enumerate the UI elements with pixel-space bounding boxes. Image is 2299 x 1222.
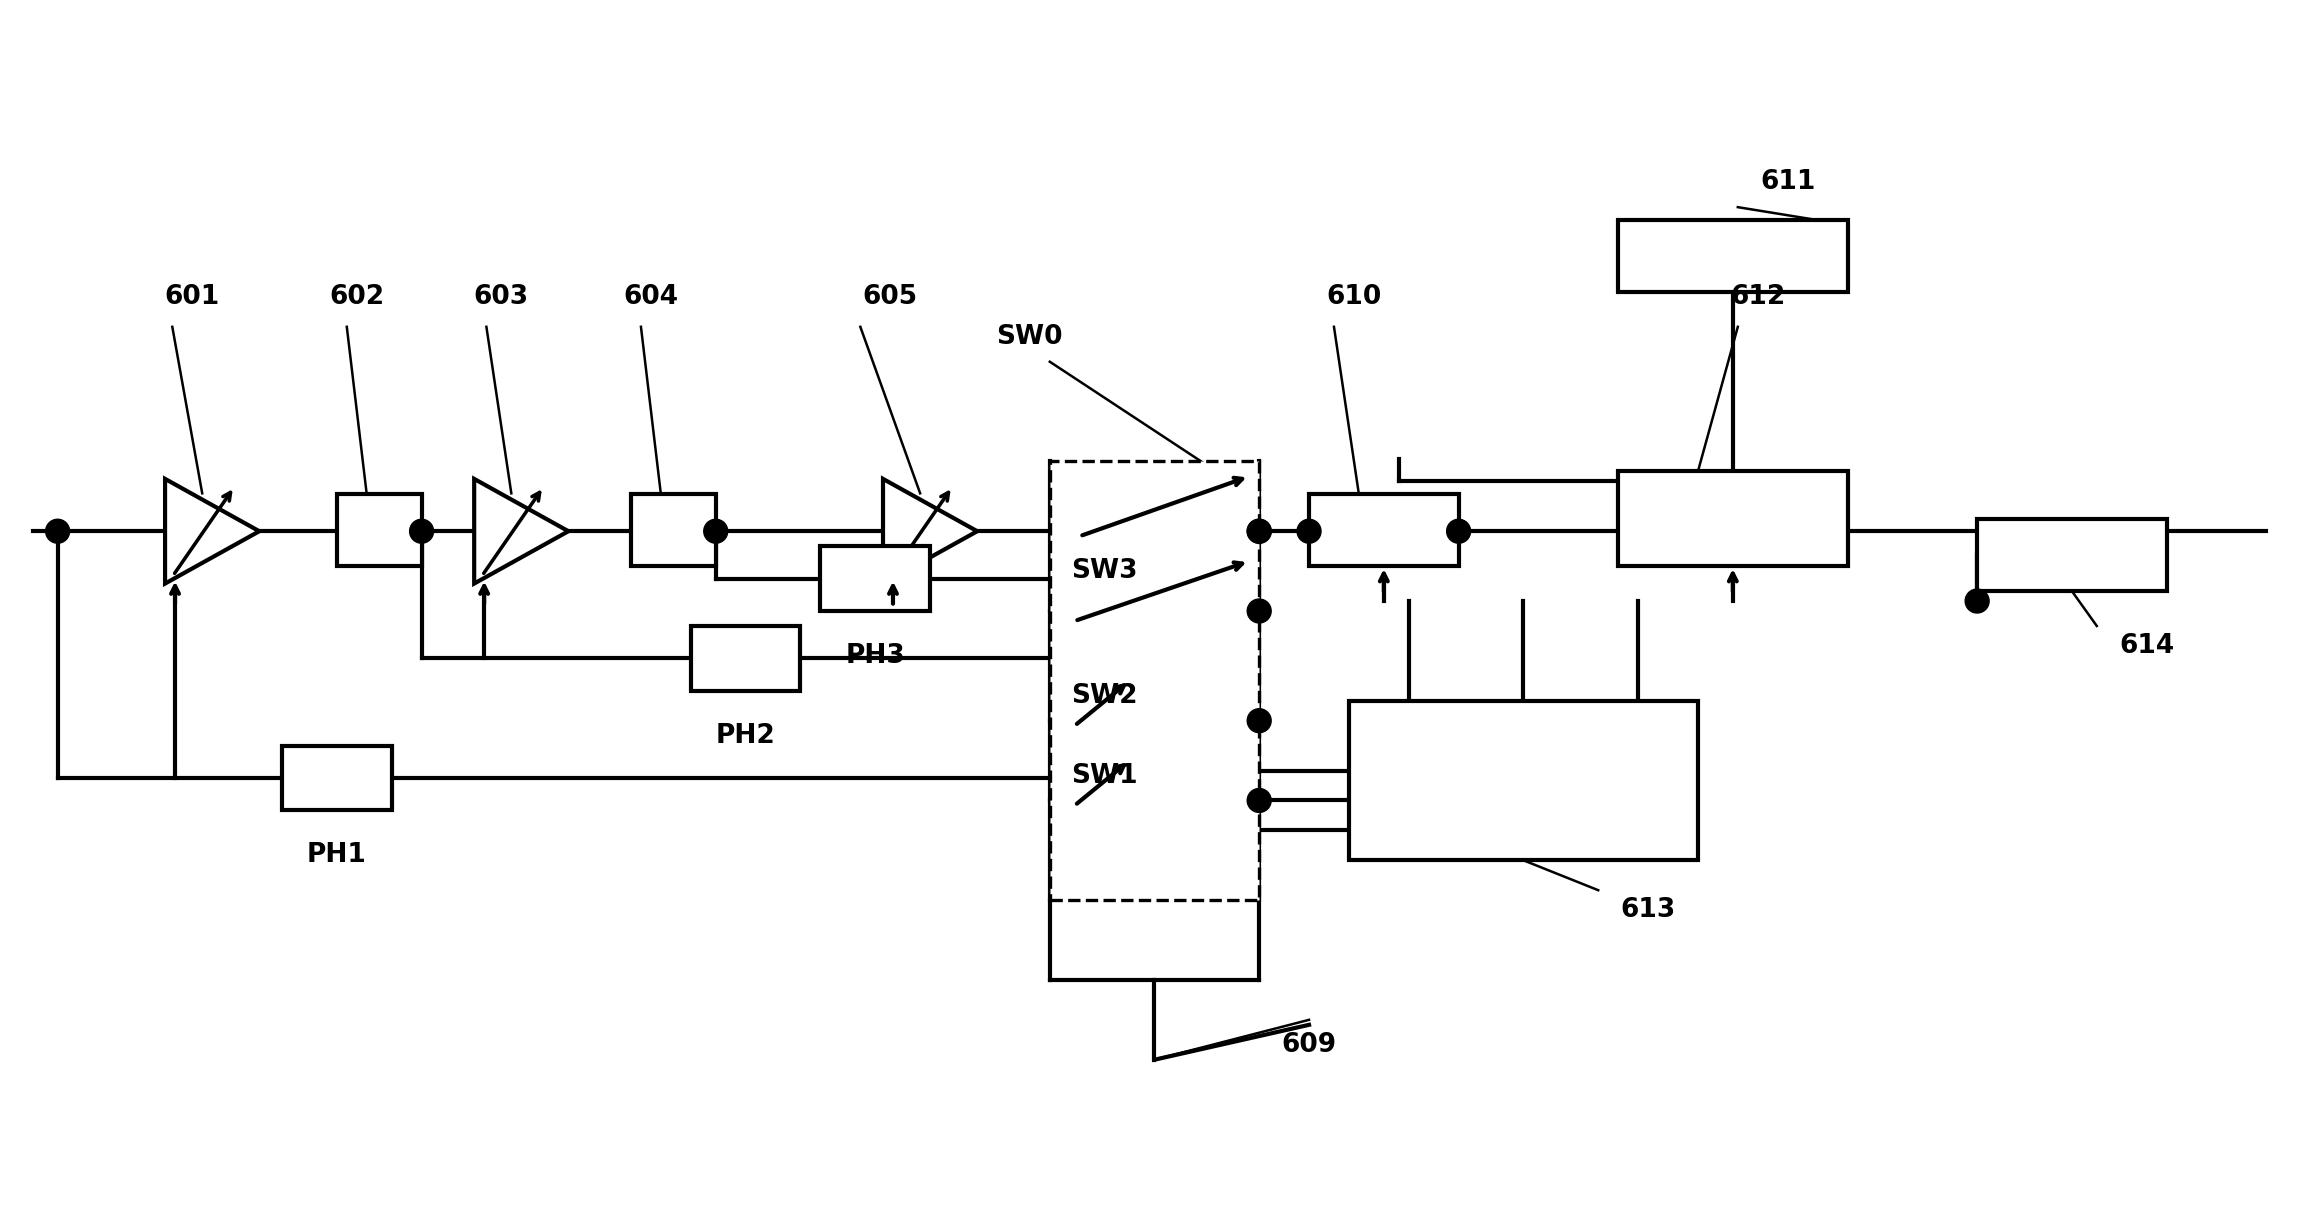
Text: SW0: SW0 (995, 324, 1062, 349)
Text: 610: 610 (1327, 284, 1382, 310)
Text: 613: 613 (1621, 897, 1676, 923)
Text: PH3: PH3 (846, 643, 906, 668)
Bar (1618, 472, 1848, 566)
Text: PH1: PH1 (306, 842, 368, 869)
Circle shape (46, 519, 69, 544)
Bar (1618, 220, 1848, 292)
Circle shape (1248, 709, 1271, 733)
Circle shape (1248, 788, 1271, 813)
Text: PH2: PH2 (715, 722, 775, 749)
Bar (1308, 495, 1458, 566)
Bar (630, 495, 715, 566)
Bar (1977, 519, 2166, 591)
Text: 604: 604 (623, 284, 678, 310)
Text: 603: 603 (474, 284, 529, 310)
Bar (821, 546, 931, 611)
Bar (1350, 700, 1699, 860)
Circle shape (1248, 599, 1271, 623)
Polygon shape (883, 479, 977, 584)
Bar (338, 495, 421, 566)
Text: SW3: SW3 (1071, 558, 1138, 584)
Bar (1051, 462, 1260, 901)
Text: 602: 602 (329, 284, 384, 310)
Text: 609: 609 (1281, 1031, 1336, 1058)
Circle shape (1248, 519, 1271, 544)
Circle shape (1297, 519, 1322, 544)
Text: 605: 605 (862, 284, 917, 310)
Polygon shape (474, 479, 568, 584)
Circle shape (409, 519, 435, 544)
Bar (690, 626, 800, 690)
Circle shape (1446, 519, 1471, 544)
Text: SW1: SW1 (1071, 763, 1138, 788)
Text: SW2: SW2 (1071, 683, 1138, 709)
Text: 612: 612 (1731, 284, 1786, 310)
Circle shape (1966, 589, 1989, 613)
Text: 611: 611 (1761, 169, 1816, 196)
Bar (283, 745, 391, 810)
Text: 601: 601 (166, 284, 221, 310)
Text: 614: 614 (2120, 633, 2175, 659)
Circle shape (1248, 519, 1271, 544)
Polygon shape (166, 479, 260, 584)
Circle shape (703, 519, 729, 544)
